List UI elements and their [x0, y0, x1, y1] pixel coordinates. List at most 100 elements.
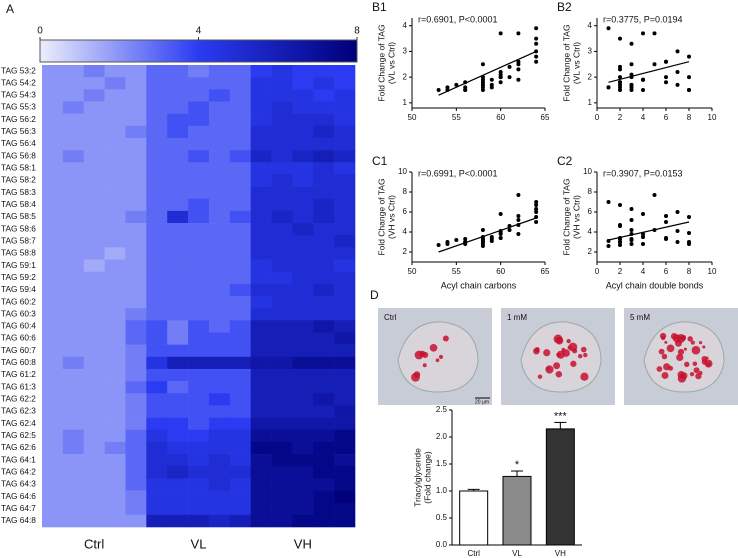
heat-cell: [83, 65, 105, 78]
heat-cell: [188, 441, 210, 455]
heat-cell: [208, 125, 231, 139]
heat-cell: [188, 332, 210, 345]
heat-cell: [104, 271, 126, 285]
row-label: TAG 58:1: [1, 163, 36, 173]
significance: *: [515, 459, 520, 471]
heat-cell: [313, 296, 335, 309]
point: [664, 75, 668, 80]
heat-cell: [62, 356, 85, 370]
heat-cell: [188, 308, 210, 321]
heat-cell: [188, 162, 210, 175]
row-label: TAG 62:5: [1, 430, 36, 440]
heat-cell: [313, 210, 335, 224]
lipid-droplet: [702, 345, 706, 349]
heat-cell: [313, 356, 335, 370]
heat-cell: [104, 478, 126, 491]
heat-cell: [229, 174, 251, 187]
heat-cell: [292, 332, 314, 345]
point: [618, 75, 622, 80]
heat-cell: [208, 466, 231, 479]
heat-cell: [334, 356, 356, 370]
heat-cell: [188, 89, 210, 102]
heat-cell: [292, 429, 314, 443]
heat-cell: [250, 502, 272, 516]
heat-cell: [42, 186, 64, 200]
point: [664, 220, 668, 224]
heat-cell: [62, 247, 85, 260]
heat-cell: [188, 405, 210, 418]
point: [516, 31, 521, 36]
y-axis-label: (VH vs Ctrl): [571, 195, 581, 239]
heat-cell: [292, 283, 314, 297]
heat-cell: [229, 186, 251, 200]
heat-cell: [83, 514, 105, 528]
heat-cell: [62, 65, 85, 78]
heat-cell: [271, 271, 293, 285]
heat-cell: [292, 89, 314, 102]
heat-cell: [229, 320, 251, 333]
heat-cell: [167, 514, 189, 528]
point: [618, 203, 622, 207]
x-tick-label: 6: [664, 267, 669, 276]
heat-cell: [83, 271, 105, 285]
heat-cell: [62, 174, 85, 187]
heat-cell: [62, 393, 85, 406]
heat-cell: [104, 174, 126, 187]
point: [675, 229, 680, 233]
y-tick-label: 8: [403, 187, 408, 196]
heat-cell: [313, 466, 335, 479]
lipid-droplet: [664, 340, 668, 344]
row-label: TAG 61:3: [1, 381, 36, 391]
y-tick-label: 4: [588, 227, 593, 236]
heat-cell: [250, 137, 272, 151]
heat-cell: [229, 113, 251, 127]
heat-cell: [292, 259, 314, 272]
heat-cell: [334, 210, 356, 224]
heat-cell: [250, 368, 272, 382]
heat-cell: [125, 381, 147, 394]
heat-cell: [208, 198, 231, 212]
heat-cell: [188, 125, 210, 139]
heat-cell: [271, 235, 293, 248]
heat-cell: [188, 113, 210, 127]
lipid-droplet: [684, 361, 690, 368]
heat-cell: [313, 125, 335, 139]
heat-cell: [62, 308, 85, 321]
heat-cell: [292, 454, 314, 467]
lipid-droplet: [419, 350, 426, 358]
row-label: TAG 56:3: [1, 126, 36, 136]
heat-cell: [250, 381, 272, 394]
heat-cell: [208, 454, 231, 467]
point: [618, 67, 622, 72]
heat-cell: [229, 89, 251, 102]
point: [436, 243, 441, 247]
heat-cell: [229, 502, 251, 516]
y-tick-label: 2.0: [436, 432, 448, 441]
point: [629, 207, 634, 211]
heat-cell: [42, 223, 64, 236]
lipid-droplet: [583, 352, 588, 358]
y-tick-label: 1: [588, 98, 593, 107]
trend-line: [608, 61, 690, 83]
heat-cell: [313, 344, 335, 358]
heat-cell: [83, 101, 105, 114]
heat-cell: [208, 405, 231, 418]
point: [498, 231, 503, 235]
x-tick-label: 65: [541, 267, 550, 276]
panel-label: C2: [557, 154, 573, 168]
heat-cell: [271, 259, 293, 272]
heat-cell: [271, 223, 293, 236]
group-label: Ctrl: [84, 536, 104, 551]
heat-cell: [208, 150, 231, 163]
heat-cell: [104, 368, 126, 382]
point: [606, 26, 611, 31]
point: [618, 36, 622, 41]
lipid-droplet: [422, 363, 427, 368]
heat-cell: [271, 502, 293, 516]
heat-cell: [188, 466, 210, 479]
heat-cell: [167, 454, 189, 467]
heat-cell: [188, 271, 210, 285]
heat-cell: [146, 162, 168, 175]
heat-cell: [313, 235, 335, 248]
y-tick-label: 0.5: [436, 513, 448, 522]
